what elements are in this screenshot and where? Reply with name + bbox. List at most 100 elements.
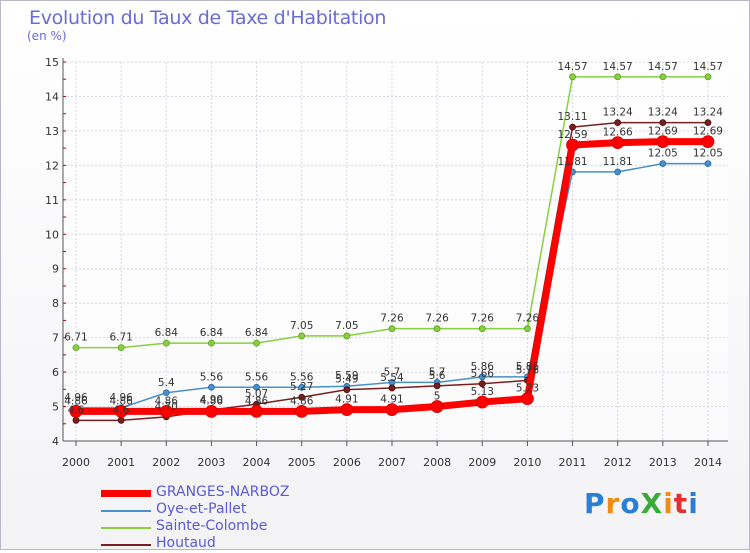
data-label-s2: 5.86 xyxy=(471,361,495,373)
data-label-s3: 14.57 xyxy=(648,61,678,73)
data-label-s2: 5.56 xyxy=(200,371,224,383)
data-point-s2 xyxy=(253,383,260,391)
data-label-s1: 4.86 xyxy=(200,395,224,407)
data-label-s2: 11.81 xyxy=(603,156,633,168)
data-point-s1 xyxy=(69,404,83,418)
y-tick-label: 9 xyxy=(52,263,59,276)
legend-swatch-4 xyxy=(101,544,151,546)
data-label-s4: 5.66 xyxy=(471,368,495,380)
data-point-s3 xyxy=(659,73,667,81)
data-label-s1: 4.91 xyxy=(380,394,403,406)
y-tick-label: 5 xyxy=(52,401,59,414)
y-tick-label: 6 xyxy=(52,366,59,379)
data-point-s4 xyxy=(388,384,396,392)
data-label-s2: 11.81 xyxy=(558,156,588,168)
data-point-s1 xyxy=(250,404,263,418)
data-label-s4: 13.24 xyxy=(648,107,678,119)
data-label-s4: 4.70 xyxy=(155,401,178,413)
data-point-s1 xyxy=(566,138,579,152)
data-point-s2 xyxy=(478,373,486,381)
data-point-s2 xyxy=(208,383,215,391)
y-tick-label: 13 xyxy=(45,125,59,138)
data-label-s1: 4.86 xyxy=(64,395,88,407)
data-label-s3: 6.84 xyxy=(155,327,179,339)
data-label-s3: 14.57 xyxy=(558,61,588,73)
chart-title: Evolution du Taux de Taxe d'Habitation xyxy=(29,7,387,29)
data-point-s4 xyxy=(569,123,576,131)
x-tick-label: 2013 xyxy=(649,456,677,469)
proxiti-logo: ProXiti xyxy=(584,487,699,520)
data-point-s1 xyxy=(114,404,128,418)
legend-swatch-1 xyxy=(101,490,151,497)
data-label-s2: 5.7 xyxy=(429,366,446,378)
data-label-s1: 4.86 xyxy=(245,395,269,407)
logo-letter: o xyxy=(620,487,641,520)
y-tick-label: 7 xyxy=(52,332,59,345)
legend-label-1: GRANGES-NARBOZ xyxy=(156,484,290,500)
data-point-s2 xyxy=(704,160,712,168)
data-point-s3 xyxy=(343,332,351,340)
data-point-s3 xyxy=(208,339,215,347)
data-label-s2: 5.56 xyxy=(290,371,314,383)
x-tick-label: 2006 xyxy=(333,456,361,469)
data-label-s2: 5.56 xyxy=(245,371,269,383)
data-point-s3 xyxy=(704,73,712,81)
data-label-s3: 14.57 xyxy=(603,61,633,73)
data-label-s2: 4.96 xyxy=(64,392,88,404)
data-point-s1 xyxy=(475,395,489,409)
data-point-s2 xyxy=(298,383,306,391)
data-point-s4 xyxy=(659,119,667,127)
data-label-s3: 6.84 xyxy=(245,327,269,339)
data-point-s3 xyxy=(388,325,396,333)
data-label-s3: 7.26 xyxy=(471,313,495,325)
data-label-s4: 5.49 xyxy=(335,374,358,386)
data-label-s1: 12.66 xyxy=(603,127,633,139)
data-label-s3: 7.05 xyxy=(290,320,313,332)
data-label-s2: 12.05 xyxy=(648,148,678,160)
data-point-s4 xyxy=(614,119,622,127)
data-point-s1 xyxy=(340,403,354,417)
data-point-s3 xyxy=(298,332,306,340)
data-label-s1: 12.59 xyxy=(558,129,588,141)
data-label-s1: 12.69 xyxy=(693,126,723,138)
data-point-s3 xyxy=(72,344,80,352)
data-label-s2: 5.7 xyxy=(384,366,401,378)
x-tick-label: 2001 xyxy=(107,456,135,469)
data-point-s4 xyxy=(433,382,441,390)
y-tick-label: 11 xyxy=(45,194,59,207)
data-point-s4 xyxy=(343,386,351,394)
data-label-s2: 12.05 xyxy=(693,148,723,160)
data-point-s3 xyxy=(524,325,531,333)
data-point-s1 xyxy=(295,404,309,418)
data-label-s4: 5.07 xyxy=(245,388,268,400)
logo-letter: i xyxy=(688,487,699,520)
data-label-s1: 4.91 xyxy=(335,394,358,406)
data-point-s4 xyxy=(704,119,712,127)
data-label-s4: 5.76 xyxy=(516,364,540,376)
data-label-s2: 5.4 xyxy=(158,377,175,389)
data-point-s4 xyxy=(478,380,486,388)
data-point-s3 xyxy=(117,344,125,352)
data-point-s1 xyxy=(385,403,399,417)
data-point-s1 xyxy=(656,135,670,148)
data-label-s3: 6.84 xyxy=(200,327,224,339)
x-tick-label: 2011 xyxy=(559,456,587,469)
logo-letter: P xyxy=(584,487,606,520)
y-tick-label: 14 xyxy=(45,90,59,103)
y-tick-label: 8 xyxy=(52,297,59,310)
data-label-s1: 5 xyxy=(434,391,441,403)
data-label-s2: 5.86 xyxy=(516,361,540,373)
data-label-s4: 4.6 xyxy=(68,404,85,416)
data-label-s3: 6.71 xyxy=(64,332,87,344)
data-label-s4: 5.54 xyxy=(380,372,404,384)
data-label-s3: 14.57 xyxy=(693,61,723,73)
data-point-s1 xyxy=(701,135,715,148)
data-label-s4: 13.24 xyxy=(693,107,723,119)
legend-swatch-3 xyxy=(101,527,151,529)
data-point-s1 xyxy=(205,404,218,418)
x-tick-label: 2014 xyxy=(694,456,722,469)
data-label-s1: 12.69 xyxy=(648,126,678,138)
x-tick-label: 2007 xyxy=(378,456,406,469)
